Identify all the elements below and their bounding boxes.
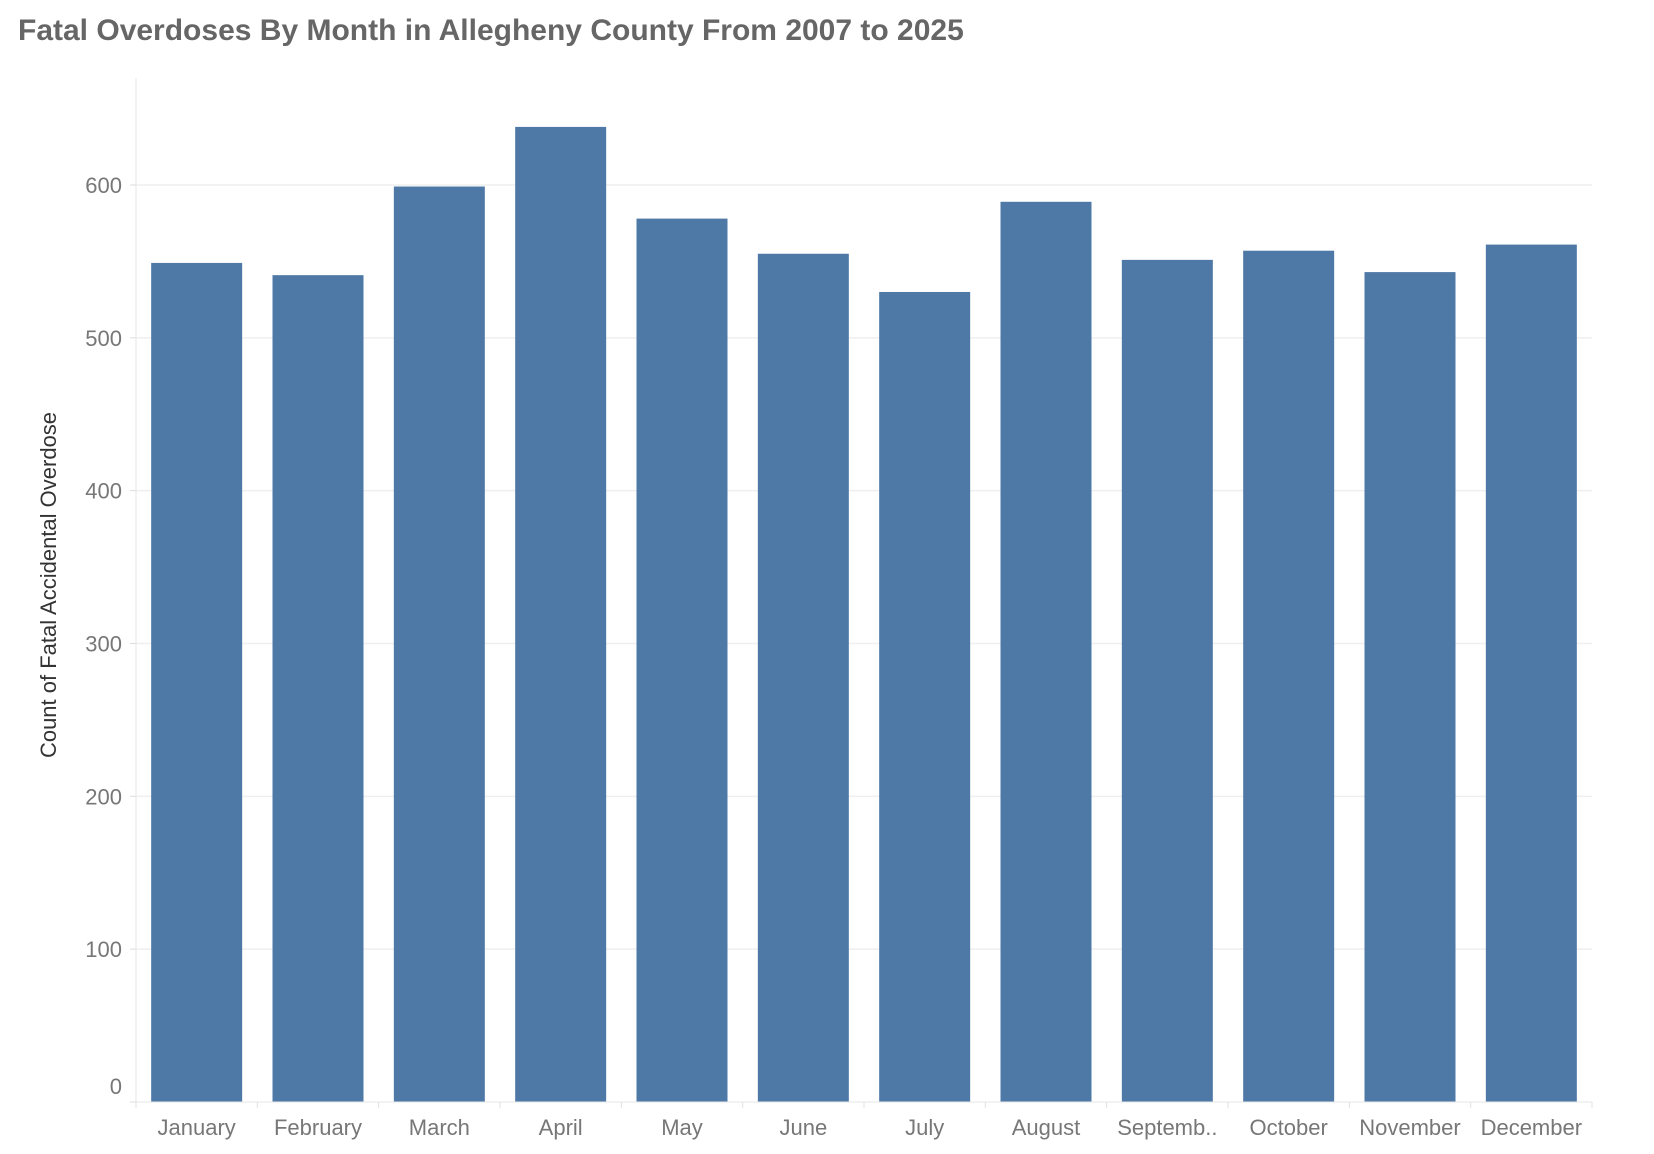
x-tick-label: March xyxy=(409,1115,470,1140)
y-tick-label: 500 xyxy=(85,326,122,351)
bar-november xyxy=(1364,272,1456,1102)
bar-december xyxy=(1485,244,1577,1102)
x-tick-label: October xyxy=(1250,1115,1328,1140)
x-tick-label: May xyxy=(661,1115,703,1140)
bar-march xyxy=(393,186,485,1102)
y-tick-label: 200 xyxy=(85,784,122,809)
y-axis-label: Count of Fatal Accidental Overdose xyxy=(36,412,61,758)
chart-title: Fatal Overdoses By Month in Allegheny Co… xyxy=(18,14,964,47)
bar-may xyxy=(636,218,728,1102)
axes: 0 100 200 300 400 500 600 January February March A… xyxy=(85,78,1593,1140)
x-tick-label: April xyxy=(539,1115,583,1140)
bar-august xyxy=(1000,201,1092,1103)
x-tick-label: July xyxy=(905,1115,944,1140)
bar-february xyxy=(272,275,364,1102)
x-tick-label: June xyxy=(779,1115,827,1140)
x-tick-label: Septemb.. xyxy=(1117,1115,1217,1140)
bar-october xyxy=(1243,250,1335,1103)
x-tick-label: August xyxy=(1012,1115,1081,1140)
bars xyxy=(151,126,1577,1103)
bar-april xyxy=(515,126,607,1102)
y-tick-label: 100 xyxy=(85,937,122,962)
bar-septemb xyxy=(1121,259,1213,1102)
bar-july xyxy=(879,291,971,1102)
y-tick-label: 300 xyxy=(85,631,122,656)
y-tick-label: 400 xyxy=(85,479,122,504)
x-tick-label: November xyxy=(1359,1115,1460,1140)
bar-june xyxy=(757,253,849,1102)
bar-january xyxy=(151,262,243,1102)
y-tick-label: 0 xyxy=(110,1074,122,1099)
x-tick-label: February xyxy=(274,1115,362,1140)
y-tick-label: 600 xyxy=(85,173,122,198)
x-tick-label: January xyxy=(158,1115,236,1140)
x-tick-label: December xyxy=(1481,1115,1582,1140)
gridlines xyxy=(136,184,1592,950)
